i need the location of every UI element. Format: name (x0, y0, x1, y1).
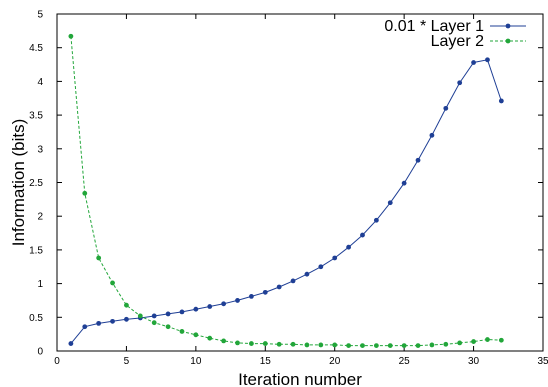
y-tick-label: 1 (37, 279, 43, 290)
legend-marker (505, 38, 511, 44)
x-tick-label: 30 (468, 356, 480, 367)
data-point (443, 105, 449, 111)
data-point (485, 337, 490, 342)
series-1 (68, 57, 504, 346)
data-point (332, 255, 338, 261)
data-point (276, 284, 282, 290)
data-point (360, 343, 365, 349)
data-point (221, 301, 227, 307)
data-point (276, 341, 282, 347)
data-point (82, 190, 88, 196)
data-point (110, 318, 115, 324)
data-point (96, 255, 102, 261)
legend-label: Layer 2 (431, 33, 484, 50)
y-tick-label: 3 (37, 144, 43, 155)
data-point (457, 340, 463, 346)
data-point (290, 341, 296, 347)
data-point (498, 98, 504, 104)
y-tick-label: 2 (37, 212, 43, 223)
data-point (360, 232, 365, 238)
data-point (124, 302, 129, 308)
data-point (373, 343, 379, 349)
data-point (332, 342, 338, 348)
data-point (207, 304, 213, 309)
y-tick-label: 0.5 (29, 313, 43, 324)
data-point (318, 264, 324, 270)
x-tick-label: 35 (537, 356, 548, 367)
data-point (68, 341, 74, 346)
x-axis-title: Iteration number (238, 370, 362, 387)
y-axis-title: Information (bits) (9, 119, 28, 247)
data-point (249, 341, 254, 346)
data-point (498, 337, 504, 343)
data-point (137, 313, 143, 319)
data-point (193, 332, 199, 338)
legend-marker (505, 23, 511, 29)
data-point (373, 217, 379, 223)
data-point (165, 311, 171, 317)
data-point (457, 80, 463, 86)
y-tick-label: 4.5 (29, 43, 43, 54)
data-point (151, 320, 157, 326)
data-point (68, 33, 74, 39)
y-tick-label: 3.5 (29, 111, 43, 122)
x-tick-label: 10 (190, 356, 202, 367)
data-point (485, 57, 490, 63)
data-point (471, 339, 476, 344)
x-tick-label: 20 (329, 356, 341, 367)
data-point (151, 313, 157, 319)
y-tick-label: 5 (37, 10, 43, 21)
series-line (70, 59, 502, 344)
y-tick-label: 4 (37, 77, 43, 88)
data-point (401, 343, 407, 349)
data-point (429, 342, 435, 348)
x-tick-label: 25 (399, 356, 411, 367)
data-point (346, 244, 351, 250)
data-point (401, 180, 407, 186)
data-point (415, 157, 421, 163)
data-point (207, 335, 213, 341)
data-point (221, 338, 227, 344)
data-point (124, 316, 129, 322)
x-tick-label: 5 (124, 356, 130, 367)
x-tick-label: 0 (54, 356, 60, 367)
data-point (304, 342, 310, 348)
y-tick-label: 0 (37, 347, 43, 358)
data-point (82, 324, 88, 330)
data-point (443, 341, 449, 347)
data-point (235, 298, 240, 303)
data-point (290, 278, 296, 284)
data-point (471, 60, 476, 65)
y-tick-label: 2.5 (29, 178, 43, 189)
data-point (387, 200, 393, 206)
data-point (193, 306, 199, 312)
data-point (262, 341, 268, 346)
series-2 (68, 33, 504, 349)
data-point (249, 294, 254, 299)
data-point (96, 320, 102, 326)
data-point (387, 343, 393, 349)
data-point (429, 132, 435, 138)
data-point (165, 324, 171, 330)
data-point (318, 342, 324, 348)
plot-area-border (56, 13, 544, 352)
data-point (262, 289, 268, 295)
data-point (179, 309, 185, 315)
data-point (179, 329, 185, 334)
data-point (304, 271, 310, 277)
x-tick-label: 15 (260, 356, 272, 367)
y-tick-label: 1.5 (29, 245, 43, 256)
data-point (346, 343, 351, 349)
data-point (235, 340, 240, 346)
data-point (415, 343, 421, 349)
legend-label: 0.01 * Layer 1 (384, 18, 484, 35)
series-line (70, 36, 502, 347)
data-point (110, 280, 115, 286)
